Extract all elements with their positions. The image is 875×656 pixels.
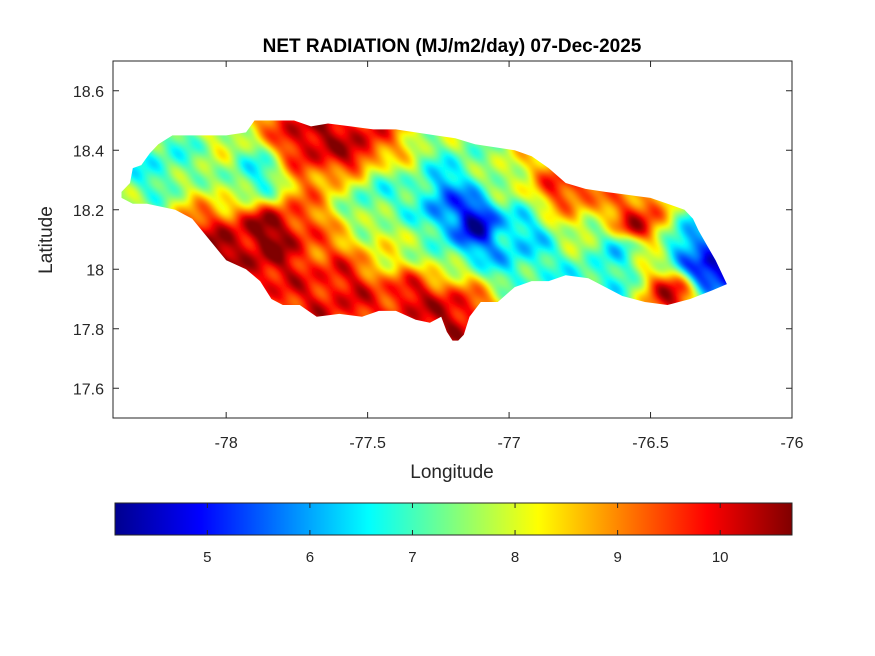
chart-title: NET RADIATION (MJ/m2/day) 07-Dec-2025: [263, 36, 642, 57]
colorbar: [114, 502, 793, 536]
colorbar-tick-label: 9: [613, 549, 621, 566]
x-tick-label: -77.5: [349, 435, 386, 452]
colorbar-tick-label: 7: [408, 549, 416, 566]
x-tick-label: -76.5: [632, 435, 669, 452]
colorbar-tick-label: 5: [203, 549, 211, 566]
y-tick-label: 18.4: [73, 143, 104, 160]
x-tick-label: -77: [498, 435, 521, 452]
colorbar-tick-label: 8: [511, 549, 519, 566]
y-axis-label: Latitude: [36, 206, 57, 274]
y-tick-label: 18.2: [73, 203, 104, 220]
y-tick-label: 17.8: [73, 322, 104, 339]
y-tick-label: 18.6: [73, 84, 104, 101]
x-axis-label: Longitude: [410, 462, 493, 483]
x-tick-label: -76: [780, 435, 803, 452]
axis-ticks: -78 -77.5 -77 -76.5 -76 17.6 17.8 18 18.2 18.4 18.…: [73, 61, 804, 452]
y-tick-label: 17.6: [73, 381, 104, 398]
y-tick-label: 18: [86, 262, 104, 279]
colorbar-ticks: 5 6 7 8 9 10: [203, 503, 729, 566]
colorbar-tick-label: 6: [306, 549, 314, 566]
colorbar-tick-label: 10: [712, 549, 729, 566]
x-tick-label: -78: [215, 435, 238, 452]
